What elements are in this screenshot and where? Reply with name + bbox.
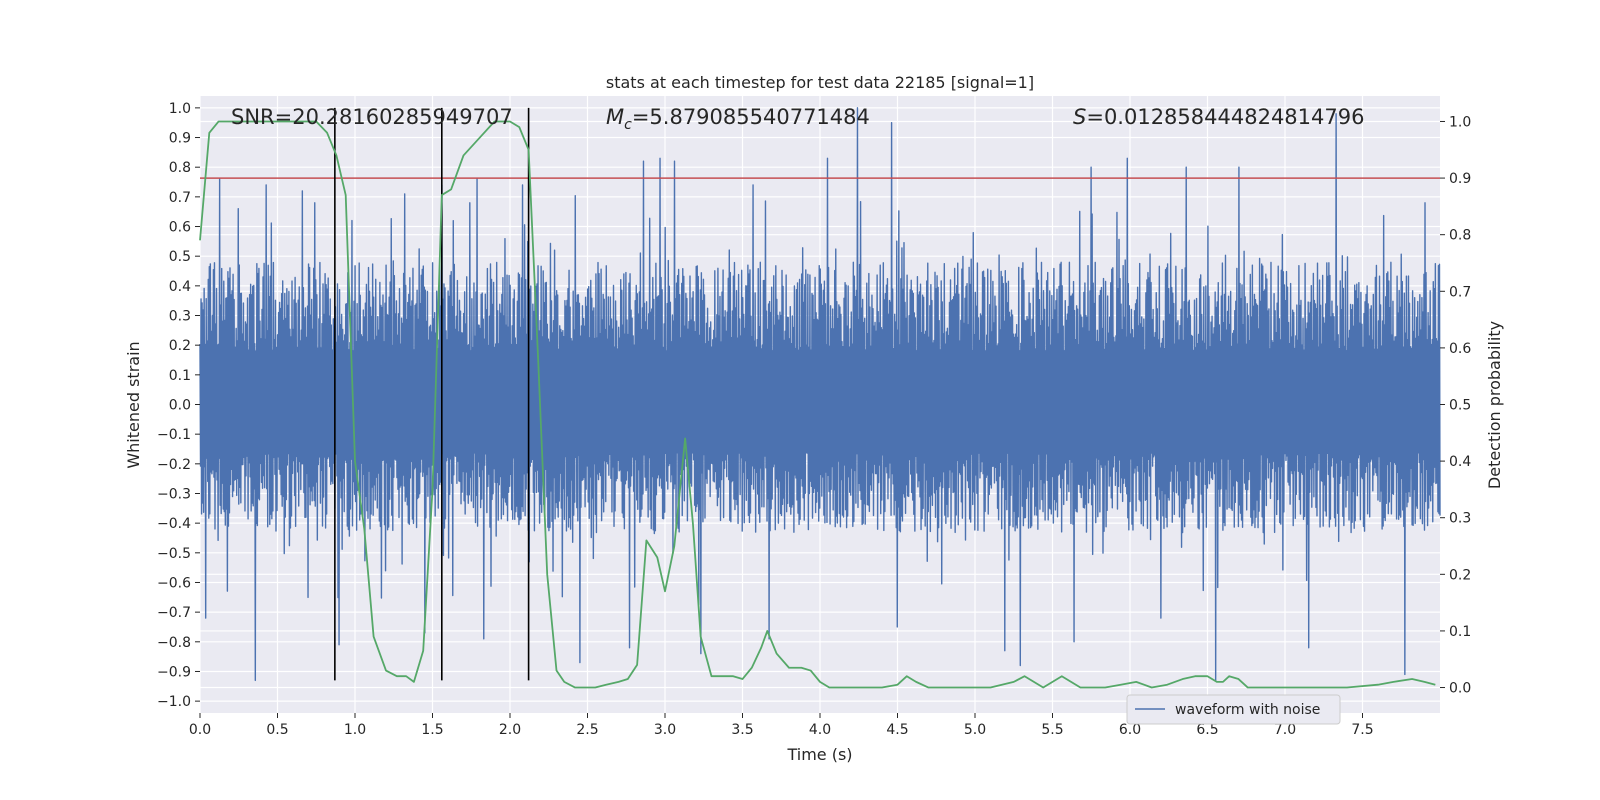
y-right-tick-label: 0.9	[1449, 171, 1471, 187]
y-right-tick-label: 0.7	[1449, 284, 1471, 300]
y-right-axis-ticks: 1.0 0.9 0.8 0.7 0.6 0.5 0.4 0.3 0.2 0.1 0.0	[1440, 114, 1471, 697]
y-left-tick-label: 0.7	[169, 190, 191, 206]
y-right-tick-label: 0.2	[1449, 567, 1471, 583]
x-axis-ticks: 0.0 0.5 1.0 1.5 2.0 2.5 3.0 3.5 4.0 4.5 5.0 5.5 6.0 6…	[189, 713, 1374, 738]
x-axis-label: Time (s)	[786, 745, 852, 764]
x-tick-label: 2.5	[576, 722, 598, 738]
x-tick-label: 6.5	[1196, 722, 1218, 738]
y-right-tick-label: 0.1	[1449, 624, 1471, 640]
y-left-tick-label: −0.3	[157, 486, 191, 502]
detection-probability-series	[199, 120, 1436, 689]
y-left-tick-label: 1.0	[169, 101, 191, 117]
y-left-tick-label: 0.8	[169, 160, 191, 176]
y-left-tick-label: −0.4	[157, 516, 191, 532]
y-left-axis-label: Whitened strain	[124, 341, 143, 468]
y-right-tick-label: 0.8	[1449, 228, 1471, 244]
legend-box	[1126, 694, 1341, 725]
y-left-tick-label: −0.1	[157, 427, 191, 443]
y-left-tick-label: −0.9	[157, 664, 191, 680]
y-right-tick-label: 0.5	[1449, 398, 1471, 414]
snr-annotation: SNR=20.28160285949707	[231, 105, 513, 129]
legend-entry-waveform: waveform with noise	[1175, 702, 1320, 718]
y-left-tick-label: 0.6	[169, 220, 191, 236]
x-tick-label: 5.5	[1041, 722, 1063, 738]
y-right-tick-label: 1.0	[1449, 114, 1471, 130]
chirp-mass-symbol: M	[606, 105, 624, 129]
chart-title: stats at each timestep for test data 221…	[606, 73, 1034, 92]
waveform-line	[199, 107, 1441, 682]
x-tick-label: 1.5	[421, 722, 443, 738]
y-left-tick-label: 0.9	[169, 131, 191, 147]
y-left-tick-label: −0.8	[157, 635, 191, 651]
y-left-tick-label: −0.2	[157, 457, 191, 473]
x-tick-label: 0.0	[189, 722, 211, 738]
x-tick-label: 3.0	[654, 722, 676, 738]
y-right-tick-label: 0.4	[1449, 454, 1471, 470]
y-right-tick-label: 0.0	[1449, 681, 1471, 697]
probability-line	[199, 120, 1436, 689]
x-tick-label: 6.0	[1119, 722, 1141, 738]
x-tick-label: 4.0	[809, 722, 831, 738]
x-tick-label: 1.0	[344, 722, 366, 738]
y-left-tick-label: 0.2	[169, 338, 191, 354]
y-left-tick-label: 0.5	[169, 249, 191, 265]
y-left-tick-label: 0.4	[169, 279, 191, 295]
s-annotation: S=0.012858444824814796	[1073, 105, 1364, 129]
y-left-tick-label: −0.6	[157, 575, 191, 591]
legend: waveform with noise	[1126, 694, 1341, 725]
chirp-mass-annotation: Mc=5.879085540771484	[606, 105, 870, 133]
x-tick-label: 0.5	[266, 722, 288, 738]
y-left-tick-label: −0.5	[157, 546, 191, 562]
x-tick-label: 7.0	[1274, 722, 1296, 738]
y-left-tick-label: −0.7	[157, 605, 191, 621]
s-symbol: S	[1073, 105, 1086, 129]
y-left-tick-label: 0.3	[169, 309, 191, 325]
y-left-tick-label: 0.0	[169, 398, 191, 414]
y-right-tick-label: 0.3	[1449, 511, 1471, 527]
x-tick-label: 3.5	[731, 722, 753, 738]
y-right-tick-label: 0.6	[1449, 341, 1471, 357]
x-tick-label: 4.5	[886, 722, 908, 738]
s-value: =0.012858444824814796	[1086, 105, 1364, 129]
x-tick-label: 2.0	[499, 722, 521, 738]
x-tick-label: 7.5	[1351, 722, 1373, 738]
y-left-tick-label: 0.1	[169, 368, 191, 384]
x-tick-label: 5.0	[964, 722, 986, 738]
y-right-axis-label: Detection probability	[1485, 321, 1504, 489]
waveform-with-noise-series	[199, 107, 1441, 682]
chirp-mass-value: =5.879085540771484	[632, 105, 870, 129]
y-left-tick-label: −1.0	[157, 694, 191, 710]
chirp-mass-subscript: c	[624, 117, 632, 133]
y-left-axis-ticks: 1.0 0.9 0.8 0.7 0.6 0.5 0.4 0.3 0.2 0.1 0.0 −0.1 −0.…	[157, 101, 200, 710]
